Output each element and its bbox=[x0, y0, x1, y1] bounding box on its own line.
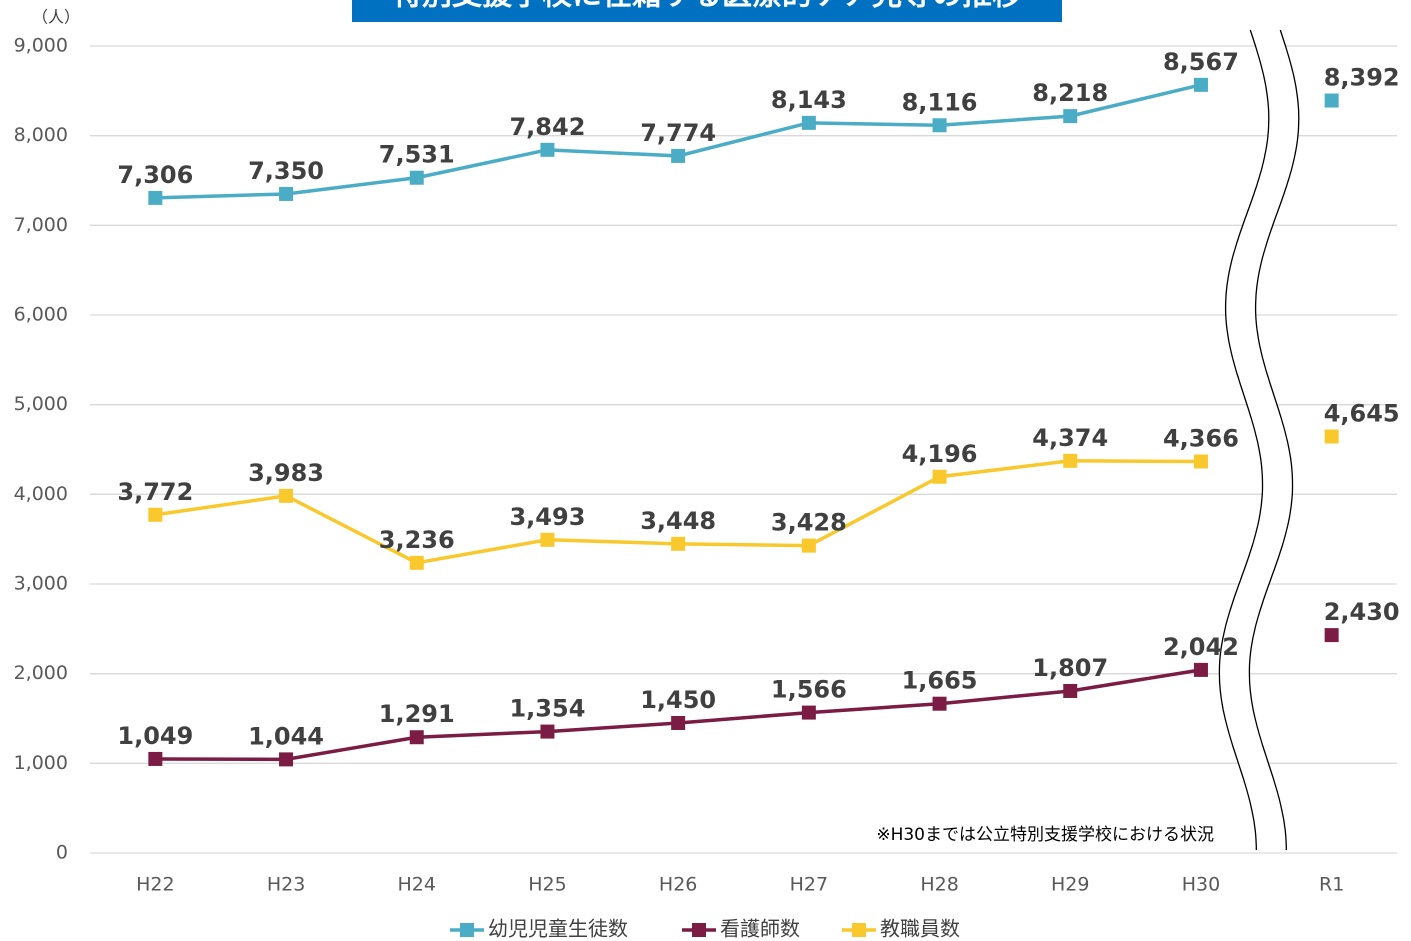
legend-marker bbox=[692, 923, 706, 937]
value-label: 3,236 bbox=[379, 526, 455, 554]
value-label: 7,774 bbox=[640, 119, 716, 147]
value-label: 7,306 bbox=[117, 161, 193, 189]
marker bbox=[1193, 454, 1208, 469]
marker bbox=[1063, 109, 1078, 124]
x-tick-label: H29 bbox=[1051, 874, 1089, 896]
title-box bbox=[352, 0, 1062, 22]
marker bbox=[279, 488, 294, 503]
marker bbox=[1193, 77, 1208, 92]
annotation: ※H30までは公立特別支援学校における状況 bbox=[876, 825, 1214, 845]
marker bbox=[1324, 93, 1339, 108]
y-tick-label: 5,000 bbox=[14, 393, 68, 415]
value-label: 1,566 bbox=[771, 676, 847, 704]
value-label: 3,493 bbox=[509, 503, 585, 531]
marker bbox=[409, 170, 424, 185]
y-tick-label: 3,000 bbox=[14, 573, 68, 595]
marker bbox=[1063, 453, 1078, 468]
legend-label: 看護師数 bbox=[720, 917, 800, 941]
marker bbox=[801, 705, 816, 720]
value-label: 8,143 bbox=[771, 86, 847, 114]
value-label: 2,042 bbox=[1163, 633, 1239, 661]
marker bbox=[409, 555, 424, 570]
y-tick-label: 0 bbox=[56, 842, 68, 864]
value-label: 1,049 bbox=[117, 722, 193, 750]
legend-marker bbox=[852, 923, 866, 937]
marker bbox=[671, 715, 686, 730]
y-tick-label: 1,000 bbox=[14, 752, 68, 774]
marker bbox=[148, 507, 163, 522]
x-tick-label: R1 bbox=[1319, 874, 1344, 896]
value-label: 3,428 bbox=[771, 509, 847, 537]
marker bbox=[1063, 683, 1078, 698]
x-tick-label: H25 bbox=[528, 874, 566, 896]
chart-title: 特別支援学校に在籍する医療的ケア児等の推移 bbox=[392, 0, 1022, 13]
value-label: 4,645 bbox=[1324, 399, 1400, 427]
value-label: 1,450 bbox=[640, 686, 716, 714]
marker bbox=[801, 538, 816, 553]
value-label: 1,044 bbox=[248, 722, 324, 750]
value-label: 2,430 bbox=[1324, 598, 1400, 626]
marker bbox=[279, 752, 294, 767]
marker bbox=[671, 148, 686, 163]
marker bbox=[540, 532, 555, 547]
y-tick-label: 6,000 bbox=[14, 304, 68, 326]
marker bbox=[1324, 429, 1339, 444]
axis-break-line bbox=[1218, 29, 1270, 850]
marker bbox=[801, 115, 816, 130]
axis-break-line bbox=[1248, 29, 1300, 850]
marker bbox=[279, 186, 294, 201]
legend-label: 教職員数 bbox=[880, 917, 960, 941]
value-label: 1,291 bbox=[379, 700, 455, 728]
marker bbox=[148, 751, 163, 766]
value-label: 3,983 bbox=[248, 459, 324, 487]
y-unit: （人） bbox=[32, 8, 80, 27]
y-tick-label: 7,000 bbox=[14, 214, 68, 236]
marker bbox=[932, 696, 947, 711]
x-tick-label: H30 bbox=[1182, 874, 1220, 896]
value-label: 4,366 bbox=[1163, 425, 1239, 453]
axis-break-fill bbox=[1219, 30, 1299, 850]
y-tick-label: 2,000 bbox=[14, 662, 68, 684]
marker bbox=[1324, 628, 1339, 643]
x-tick-label: H22 bbox=[136, 874, 174, 896]
marker bbox=[932, 469, 947, 484]
value-label: 3,772 bbox=[117, 478, 193, 506]
value-label: 8,567 bbox=[1163, 48, 1239, 76]
value-label: 7,350 bbox=[248, 157, 324, 185]
legend-label: 幼児児童生徒数 bbox=[488, 917, 628, 941]
x-tick-label: H27 bbox=[790, 874, 828, 896]
value-label: 8,392 bbox=[1324, 64, 1400, 92]
value-label: 7,842 bbox=[509, 113, 585, 141]
marker bbox=[540, 142, 555, 157]
value-label: 4,374 bbox=[1032, 424, 1108, 452]
value-label: 3,448 bbox=[640, 507, 716, 535]
value-label: 8,116 bbox=[902, 88, 978, 116]
marker bbox=[1193, 662, 1208, 677]
y-tick-label: 9,000 bbox=[14, 35, 68, 57]
value-label: 4,196 bbox=[902, 440, 978, 468]
x-tick-label: H26 bbox=[659, 874, 697, 896]
legend-marker bbox=[460, 923, 474, 937]
marker bbox=[540, 724, 555, 739]
x-tick-label: H28 bbox=[920, 874, 958, 896]
marker bbox=[409, 730, 424, 745]
y-tick-label: 4,000 bbox=[14, 483, 68, 505]
y-tick-label: 8,000 bbox=[14, 124, 68, 146]
value-label: 1,354 bbox=[509, 695, 585, 723]
value-label: 7,531 bbox=[379, 141, 455, 169]
value-label: 8,218 bbox=[1032, 79, 1108, 107]
marker bbox=[932, 118, 947, 133]
value-label: 1,665 bbox=[902, 667, 978, 695]
marker bbox=[671, 536, 686, 551]
marker bbox=[148, 190, 163, 205]
value-label: 1,807 bbox=[1032, 654, 1108, 682]
x-tick-label: H23 bbox=[267, 874, 305, 896]
x-tick-label: H24 bbox=[398, 874, 436, 896]
